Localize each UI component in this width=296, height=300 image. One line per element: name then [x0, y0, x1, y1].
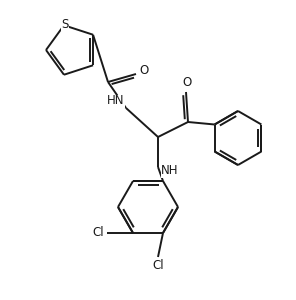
Text: O: O [139, 64, 149, 77]
Text: NH: NH [161, 164, 179, 178]
Text: Cl: Cl [92, 226, 104, 239]
Text: O: O [182, 76, 192, 89]
Text: HN: HN [107, 94, 125, 107]
Text: S: S [61, 18, 69, 31]
Text: Cl: Cl [152, 260, 164, 272]
